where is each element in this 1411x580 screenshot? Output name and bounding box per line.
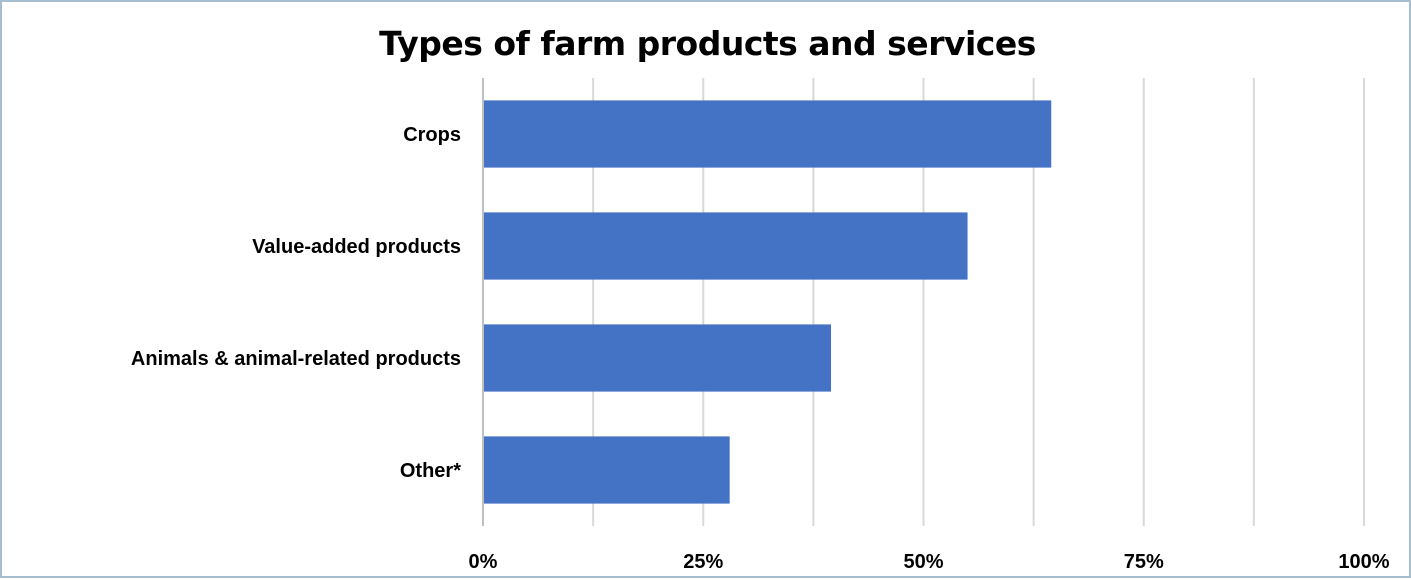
bars [483,100,1052,504]
x-tick-label: 0% [469,551,498,573]
x-tick-label: 75% [1124,551,1164,573]
chart-title: Types of farm products and services [379,24,1036,63]
bar-0 [483,100,1052,168]
bar-2 [483,324,831,392]
bar-1 [483,212,968,280]
category-label: Crops [403,124,461,146]
x-tick-label: 50% [903,551,943,573]
bar-3 [483,436,730,504]
category-label: Other* [400,460,461,482]
x-tick-label: 100% [1338,551,1389,573]
x-tick-label: 25% [683,551,723,573]
category-label: Value-added products [252,236,461,258]
labels: Crops Value-added products Animals & anima… [131,124,1390,573]
category-label: Animals & animal-related products [131,348,461,370]
